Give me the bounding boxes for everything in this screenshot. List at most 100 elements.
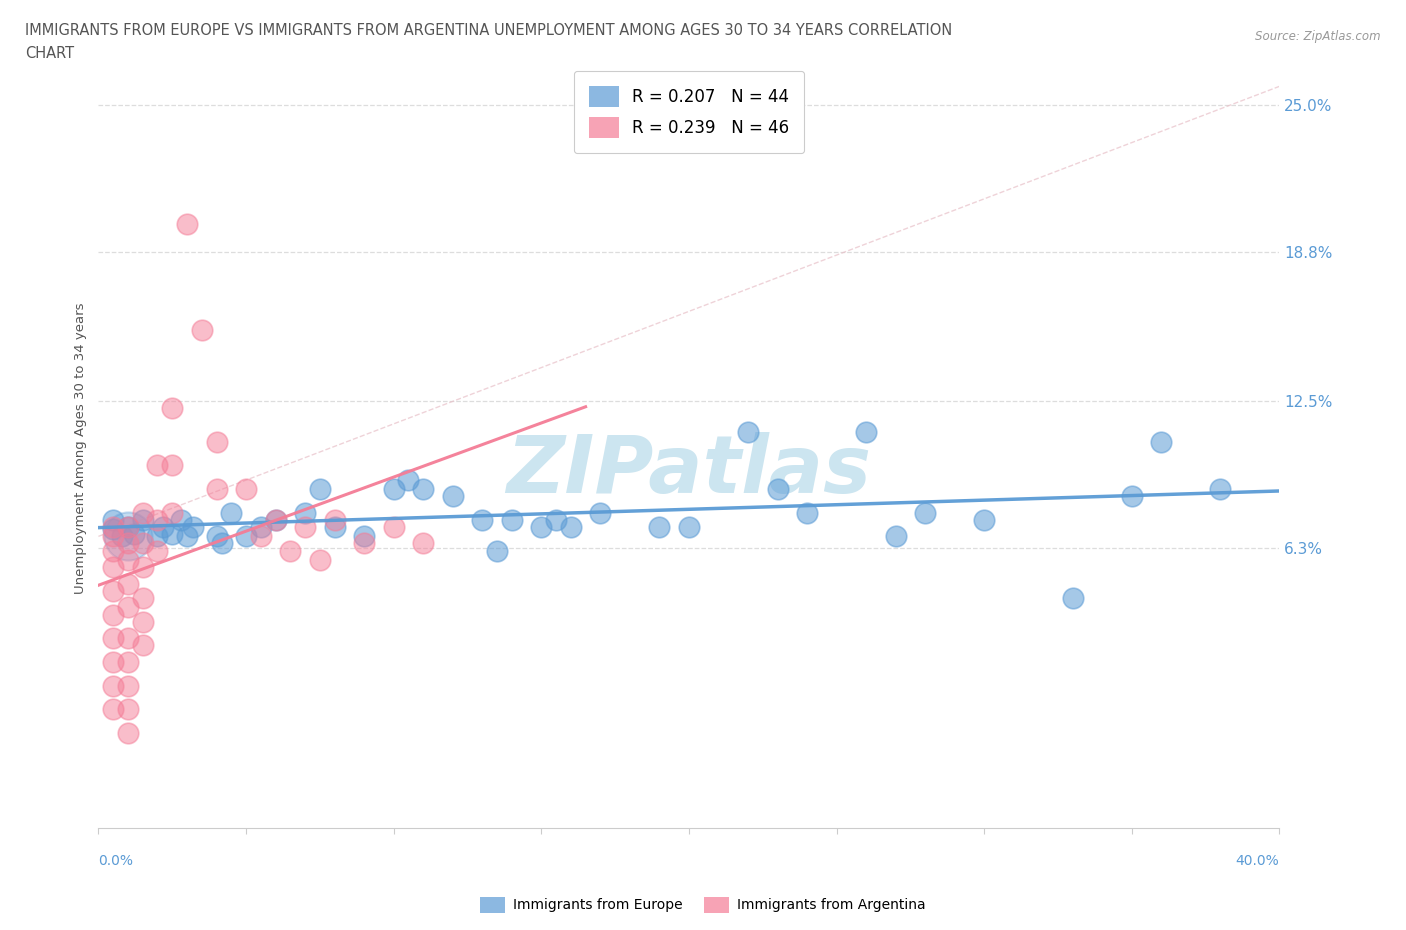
Text: 0.0%: 0.0%: [98, 855, 134, 869]
Point: [122, 526, 145, 541]
Point: [250, 529, 273, 544]
Point: [530, 520, 553, 535]
Point: [914, 505, 936, 520]
Point: [146, 512, 169, 527]
Point: [205, 529, 228, 544]
Point: [382, 482, 405, 497]
Point: [117, 520, 139, 535]
Point: [132, 536, 155, 551]
Point: [117, 631, 139, 645]
Point: [560, 520, 582, 535]
Point: [235, 529, 257, 544]
Point: [1209, 482, 1232, 497]
Point: [323, 520, 346, 535]
Point: [132, 638, 155, 653]
Point: [117, 678, 139, 693]
Point: [103, 607, 125, 622]
Point: [146, 529, 169, 544]
Point: [191, 323, 214, 338]
Point: [323, 512, 346, 527]
Point: [103, 560, 125, 575]
Point: [152, 520, 174, 535]
Point: [294, 505, 316, 520]
Point: [278, 543, 302, 558]
Point: [117, 536, 139, 551]
Point: [264, 512, 287, 527]
Point: [103, 702, 125, 717]
Point: [471, 512, 494, 527]
Point: [162, 458, 183, 472]
Point: [353, 536, 375, 551]
Point: [1062, 591, 1084, 605]
Point: [111, 529, 134, 544]
Point: [132, 505, 155, 520]
Point: [162, 505, 183, 520]
Point: [117, 702, 139, 717]
Point: [117, 529, 139, 544]
Text: ZIPatlas: ZIPatlas: [506, 432, 872, 511]
Point: [103, 583, 125, 598]
Point: [103, 543, 125, 558]
Point: [382, 520, 405, 535]
Point: [648, 520, 671, 535]
Point: [103, 522, 125, 537]
Point: [737, 425, 759, 440]
Point: [211, 536, 233, 551]
Point: [132, 560, 155, 575]
Text: IMMIGRANTS FROM EUROPE VS IMMIGRANTS FROM ARGENTINA UNEMPLOYMENT AMONG AGES 30 T: IMMIGRANTS FROM EUROPE VS IMMIGRANTS FRO…: [25, 23, 952, 38]
Point: [103, 678, 125, 693]
Point: [264, 512, 287, 527]
Point: [117, 725, 139, 740]
Point: [309, 482, 332, 497]
Point: [205, 482, 228, 497]
Text: Source: ZipAtlas.com: Source: ZipAtlas.com: [1256, 30, 1381, 43]
Point: [176, 529, 198, 544]
Point: [353, 529, 375, 544]
Point: [441, 488, 464, 503]
Point: [412, 482, 434, 497]
Point: [1121, 488, 1143, 503]
Point: [176, 217, 198, 232]
Point: [103, 655, 125, 670]
Point: [132, 512, 155, 527]
Point: [117, 552, 139, 567]
Point: [884, 529, 907, 544]
Point: [294, 520, 316, 535]
Point: [396, 472, 419, 487]
Point: [103, 512, 125, 527]
Point: [486, 543, 509, 558]
Point: [170, 512, 193, 527]
Point: [546, 512, 568, 527]
Point: [309, 552, 332, 567]
Point: [162, 526, 183, 541]
Point: [678, 520, 700, 535]
Point: [103, 631, 125, 645]
Point: [412, 536, 434, 551]
Point: [766, 482, 789, 497]
Point: [117, 520, 139, 535]
Point: [501, 512, 523, 527]
Point: [103, 520, 125, 535]
Point: [132, 614, 155, 629]
Legend: Immigrants from Europe, Immigrants from Argentina: Immigrants from Europe, Immigrants from …: [475, 891, 931, 919]
Point: [132, 591, 155, 605]
Point: [146, 458, 169, 472]
Legend: R = 0.207   N = 44, R = 0.239   N = 46: R = 0.207 N = 44, R = 0.239 N = 46: [574, 71, 804, 153]
Text: CHART: CHART: [25, 46, 75, 61]
Point: [205, 434, 228, 449]
Point: [181, 520, 204, 535]
Point: [796, 505, 818, 520]
Point: [250, 520, 273, 535]
Point: [162, 401, 183, 416]
Point: [117, 655, 139, 670]
Point: [117, 577, 139, 591]
Point: [973, 512, 995, 527]
Point: [103, 529, 125, 544]
Point: [219, 505, 242, 520]
Point: [117, 600, 139, 615]
Point: [146, 543, 169, 558]
Point: [235, 482, 257, 497]
Point: [855, 425, 877, 440]
Y-axis label: Unemployment Among Ages 30 to 34 years: Unemployment Among Ages 30 to 34 years: [75, 303, 87, 594]
Point: [1150, 434, 1173, 449]
